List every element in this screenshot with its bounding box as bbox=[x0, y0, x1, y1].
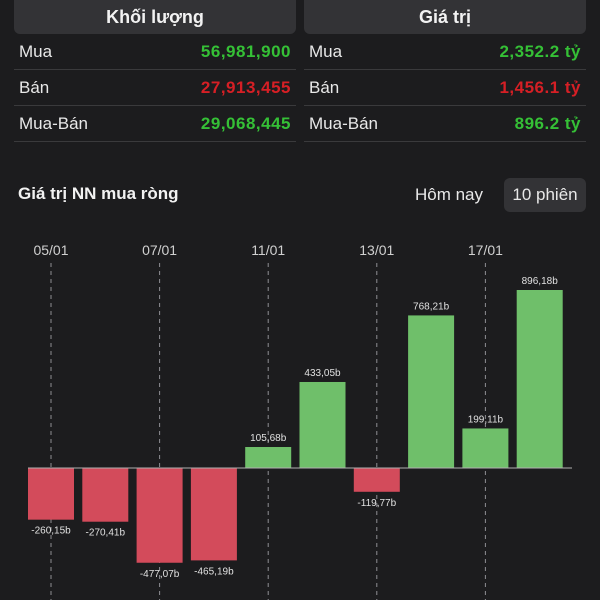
x-tick-label: 13/01 bbox=[359, 242, 394, 258]
bar-data-label: 199,11b bbox=[468, 414, 504, 425]
tab-10-sessions[interactable]: 10 phiên bbox=[504, 178, 586, 212]
bar-data-label: -477,07b bbox=[140, 569, 180, 580]
volume-net-label: Mua-Bán bbox=[19, 113, 88, 133]
bar-negative bbox=[28, 468, 74, 520]
bar-data-label: 433,05b bbox=[304, 368, 341, 379]
value-panel-title: Giá trị bbox=[304, 0, 586, 34]
value-buy-label: Mua bbox=[309, 41, 343, 61]
value-panel: Giá trị Mua 2,352.2 tỷ Bán 1,456.1 tỷ Mu… bbox=[304, 0, 586, 142]
value-buy-row: Mua 2,352.2 tỷ bbox=[304, 34, 586, 70]
net-foreign-buy-chart: 05/01 07/01 11/01 13/01 17/01 -260,15b -270,41… bbox=[28, 242, 572, 600]
volume-buy-row: Mua 56,981,900 bbox=[14, 34, 296, 70]
volume-buy-value: 56,981,900 bbox=[200, 41, 291, 61]
bar-positive bbox=[408, 315, 455, 468]
x-tick-label: 07/01 bbox=[142, 242, 177, 258]
bar-data-label: 105,68b bbox=[250, 433, 287, 444]
x-tick-label: 11/01 bbox=[251, 242, 285, 258]
tab-today[interactable]: Hôm nay bbox=[414, 185, 484, 204]
bar-data-label: -260,15b bbox=[31, 526, 71, 537]
bar-data-label: 896,18b bbox=[522, 276, 559, 287]
x-tick-label: 05/01 bbox=[33, 242, 68, 258]
volume-sell-value: 27,913,455 bbox=[200, 77, 291, 97]
volume-sell-label: Bán bbox=[19, 77, 50, 97]
value-sell-label: Bán bbox=[309, 77, 340, 97]
value-net-label: Mua-Bán bbox=[309, 113, 378, 133]
bar-positive bbox=[299, 381, 346, 468]
bar-data-label: -270,41b bbox=[86, 528, 126, 539]
value-buy-value: 2,352.2 tỷ bbox=[499, 41, 581, 61]
bar-positive bbox=[245, 447, 292, 468]
bar-positive bbox=[516, 290, 563, 468]
value-net-row: Mua-Bán 896.2 tỷ bbox=[304, 106, 586, 142]
bar-data-label: -119,77b bbox=[357, 498, 396, 509]
value-sell-row: Bán 1,456.1 tỷ bbox=[304, 70, 586, 106]
volume-net-row: Mua-Bán 29,068,445 bbox=[14, 106, 296, 142]
volume-sell-row: Bán 27,913,455 bbox=[14, 70, 296, 106]
bar-negative bbox=[353, 468, 400, 492]
bar-negative bbox=[82, 468, 129, 522]
volume-net-value: 29,068,445 bbox=[200, 113, 291, 133]
bar-data-label: -465,19b bbox=[194, 566, 234, 577]
volume-panel: Khối lượng Mua 56,981,900 Bán 27,913,455… bbox=[14, 0, 296, 142]
bar-negative bbox=[136, 468, 183, 563]
value-net-value: 896.2 tỷ bbox=[514, 113, 581, 133]
bar-negative bbox=[190, 468, 237, 561]
bar-positive bbox=[462, 428, 509, 468]
volume-panel-title: Khối lượng bbox=[14, 0, 296, 34]
x-tick-label: 17/01 bbox=[468, 242, 503, 258]
value-sell-value: 1,456.1 tỷ bbox=[499, 77, 581, 97]
section-title: Giá trị NN mua ròng bbox=[18, 184, 179, 203]
bar-data-label: 768,21b bbox=[413, 301, 450, 312]
volume-buy-label: Mua bbox=[19, 41, 53, 61]
